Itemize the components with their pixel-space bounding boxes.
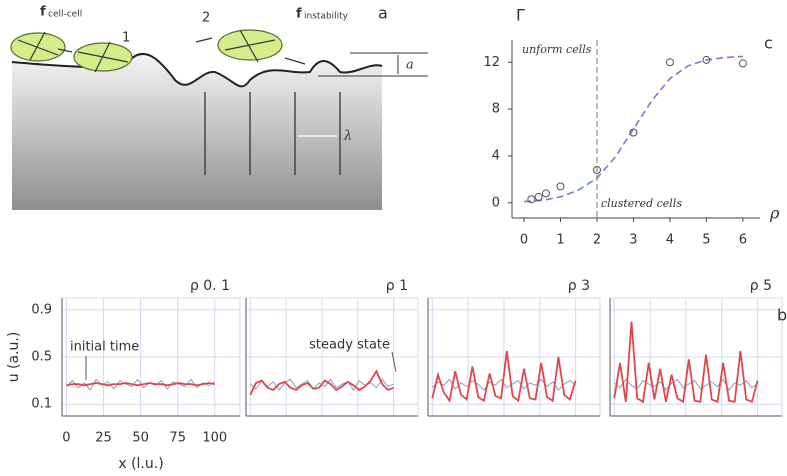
cell-label: 1 (122, 31, 130, 46)
data-point (556, 182, 565, 191)
y-tick-label: 8 (492, 102, 500, 117)
line-series (431, 350, 577, 403)
panel-label: c (764, 34, 773, 53)
force-subscript: cell-cell (48, 10, 82, 20)
data-point (738, 59, 747, 68)
y-axis-label: Γ (516, 6, 525, 25)
line-series (431, 378, 576, 391)
cells (10, 29, 283, 72)
y-tick-label: 0.9 (31, 302, 52, 317)
cell-label: 2 (202, 11, 210, 26)
annotation: steady state (309, 338, 390, 353)
panel-a: a 1 2 f cell-cell f instability a λ (10, 4, 428, 210)
panel-title: ρ 5 (750, 278, 772, 294)
y-tick-label: 0.5 (31, 350, 52, 365)
y-tick-label: 12 (483, 55, 500, 70)
data-point (527, 195, 536, 204)
amplitude-label: a (406, 58, 414, 73)
x-tick-label: 75 (169, 431, 186, 446)
wavelength-lines (204, 52, 428, 175)
annotation: unform cells (522, 43, 592, 56)
data-point (534, 192, 543, 201)
x-tick-label: 6 (739, 233, 747, 248)
line-series (66, 382, 215, 387)
force-symbol: f (296, 7, 302, 22)
data-point (665, 58, 674, 67)
y-axis-label: u (a.u.) (6, 332, 22, 383)
data-point (541, 189, 550, 198)
x-tick-label: 4 (666, 233, 674, 248)
data-point (702, 55, 711, 64)
x-tick-label: 0 (520, 233, 528, 248)
line-series (613, 321, 759, 404)
x-tick-label: 100 (202, 431, 227, 446)
line-series (66, 378, 216, 391)
annotation: initial time (70, 340, 139, 355)
panel-title: ρ 0. 1 (190, 278, 230, 294)
annotation-pointer (391, 351, 397, 373)
panel-label: b (777, 306, 787, 325)
x-tick-label: 3 (629, 233, 637, 248)
force-subscript: instability (304, 12, 349, 22)
panel-label: a (378, 4, 388, 23)
x-tick-label: 2 (593, 233, 601, 248)
line-series (249, 369, 394, 396)
panel-title: ρ 3 (568, 278, 590, 294)
data-point (592, 165, 601, 174)
panel-title: ρ 1 (386, 278, 408, 294)
x-axis-label: x (l.u.) (118, 456, 163, 472)
cell-axes (17, 29, 306, 73)
x-tick-label: 0 (62, 431, 70, 446)
wavelength-label: λ (343, 129, 352, 144)
x-tick-label: 5 (702, 233, 710, 248)
x-tick-label: 50 (132, 431, 149, 446)
y-tick-label: 4 (492, 148, 500, 163)
annotation: clustered cells (601, 197, 682, 210)
substrate (12, 53, 382, 210)
force-symbol: f (40, 5, 46, 20)
x-tick-label: 25 (95, 431, 112, 446)
fit-curve (523, 55, 743, 203)
y-tick-label: 0 (492, 195, 500, 210)
x-tick-label: 1 (556, 233, 564, 248)
y-tick-label: 0.1 (31, 397, 52, 412)
x-axis-label: ρ (769, 204, 780, 223)
data-point (629, 128, 638, 137)
